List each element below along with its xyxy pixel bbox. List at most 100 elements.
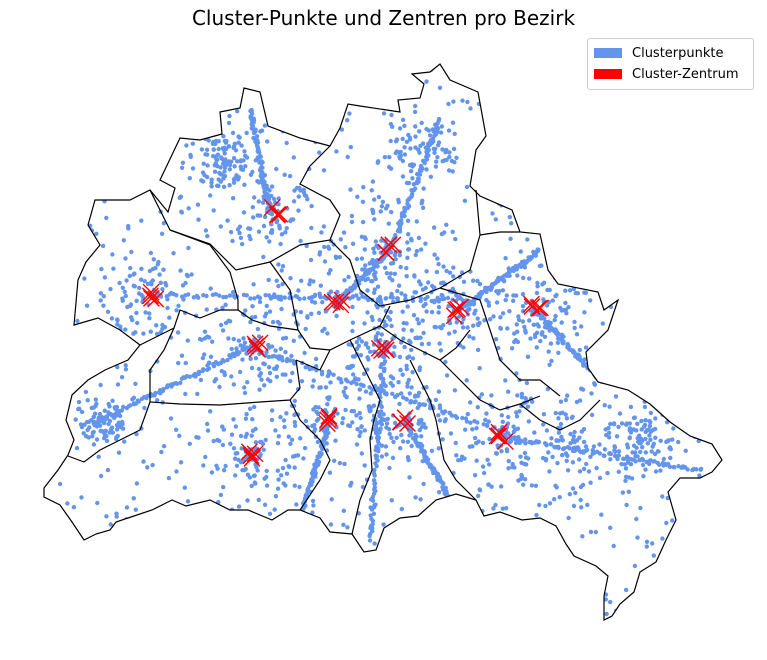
cluster-point	[683, 169, 688, 174]
cluster-point	[521, 482, 526, 487]
cluster-point	[386, 221, 391, 226]
cluster-point	[164, 283, 169, 288]
cluster-point	[488, 566, 494, 571]
cluster-point	[240, 347, 246, 352]
cluster-point	[316, 416, 321, 422]
cluster-point	[176, 360, 181, 366]
cluster-point	[121, 76, 126, 82]
cluster-point	[718, 565, 722, 570]
cluster-point	[202, 329, 208, 334]
cluster-point	[607, 404, 612, 409]
cluster-point	[520, 292, 526, 297]
cluster-point	[353, 376, 358, 381]
cluster-point	[250, 304, 255, 309]
cluster-point	[245, 498, 250, 503]
cluster-point	[350, 363, 356, 369]
cluster-point	[564, 311, 569, 316]
cluster-point	[289, 217, 294, 222]
cluster-point	[285, 85, 290, 91]
cluster-point	[713, 148, 718, 154]
chart-title: Cluster-Punkte und Zentren pro Bezirk	[191, 6, 576, 30]
cluster-point	[493, 217, 498, 222]
cluster-point	[698, 232, 703, 237]
cluster-point	[101, 572, 107, 577]
cluster-point	[237, 594, 242, 599]
cluster-point	[656, 232, 662, 237]
cluster-point	[389, 112, 394, 118]
cluster-point	[451, 99, 456, 104]
cluster-point	[658, 468, 663, 473]
cluster-point	[435, 256, 440, 261]
cluster-point	[211, 101, 217, 107]
cluster-point	[413, 103, 418, 109]
cluster-point	[386, 427, 392, 432]
cluster-point	[184, 143, 189, 148]
cluster-point	[237, 224, 243, 229]
cluster-point	[578, 497, 583, 503]
cluster-point	[390, 376, 396, 381]
cluster-point	[91, 421, 96, 426]
cluster-point	[316, 126, 321, 132]
cluster-point	[472, 311, 477, 316]
cluster-point	[150, 462, 155, 468]
cluster-point	[184, 272, 190, 278]
cluster-point	[634, 428, 639, 433]
cluster-point	[507, 214, 512, 220]
cluster-point	[236, 504, 242, 509]
cluster-point	[109, 425, 115, 430]
cluster-point	[656, 449, 661, 454]
cluster-point	[210, 339, 215, 344]
cluster-point	[501, 589, 506, 594]
cluster-point	[220, 328, 226, 333]
cluster-point	[586, 469, 592, 474]
cluster-point	[114, 511, 119, 516]
cluster-point	[228, 441, 233, 446]
cluster-point	[123, 367, 129, 372]
cluster-point	[657, 293, 662, 298]
cluster-point	[517, 135, 522, 140]
cluster-point	[379, 362, 384, 367]
cluster-point	[200, 92, 205, 98]
cluster-point	[537, 263, 543, 269]
cluster-point	[128, 303, 133, 308]
cluster-point	[107, 404, 112, 409]
cluster-point	[262, 123, 268, 128]
cluster-point	[436, 261, 441, 267]
cluster-point	[156, 259, 161, 265]
cluster-point	[556, 438, 561, 443]
cluster-point	[116, 577, 122, 583]
cluster-point	[447, 410, 453, 416]
cluster-point	[256, 334, 262, 339]
cluster-point	[120, 296, 125, 301]
cluster-point	[420, 287, 426, 292]
cluster-point	[253, 481, 258, 486]
cluster-point	[223, 463, 228, 469]
cluster-point	[375, 259, 380, 265]
cluster-point	[626, 208, 632, 214]
cluster-point	[55, 104, 61, 110]
cluster-point	[627, 153, 632, 159]
cluster-point	[51, 263, 57, 268]
cluster-point	[649, 449, 654, 454]
cluster-point	[582, 148, 588, 154]
cluster-point	[270, 319, 276, 325]
cluster-point	[534, 345, 539, 350]
cluster-point	[292, 419, 297, 425]
cluster-point	[227, 167, 232, 172]
cluster-point	[603, 252, 608, 258]
cluster-point	[624, 502, 629, 508]
cluster-point	[192, 87, 197, 92]
cluster-point	[632, 314, 638, 319]
cluster-point	[260, 200, 266, 205]
cluster-point	[284, 140, 289, 146]
cluster-point	[275, 486, 281, 491]
cluster-point	[291, 199, 297, 204]
cluster-point	[579, 324, 584, 329]
cluster-point	[418, 247, 424, 252]
cluster-point	[486, 419, 491, 424]
cluster-point	[158, 330, 163, 335]
cluster-point	[628, 404, 634, 410]
cluster-point	[119, 375, 125, 380]
cluster-point	[373, 239, 378, 244]
cluster-point	[350, 241, 356, 246]
